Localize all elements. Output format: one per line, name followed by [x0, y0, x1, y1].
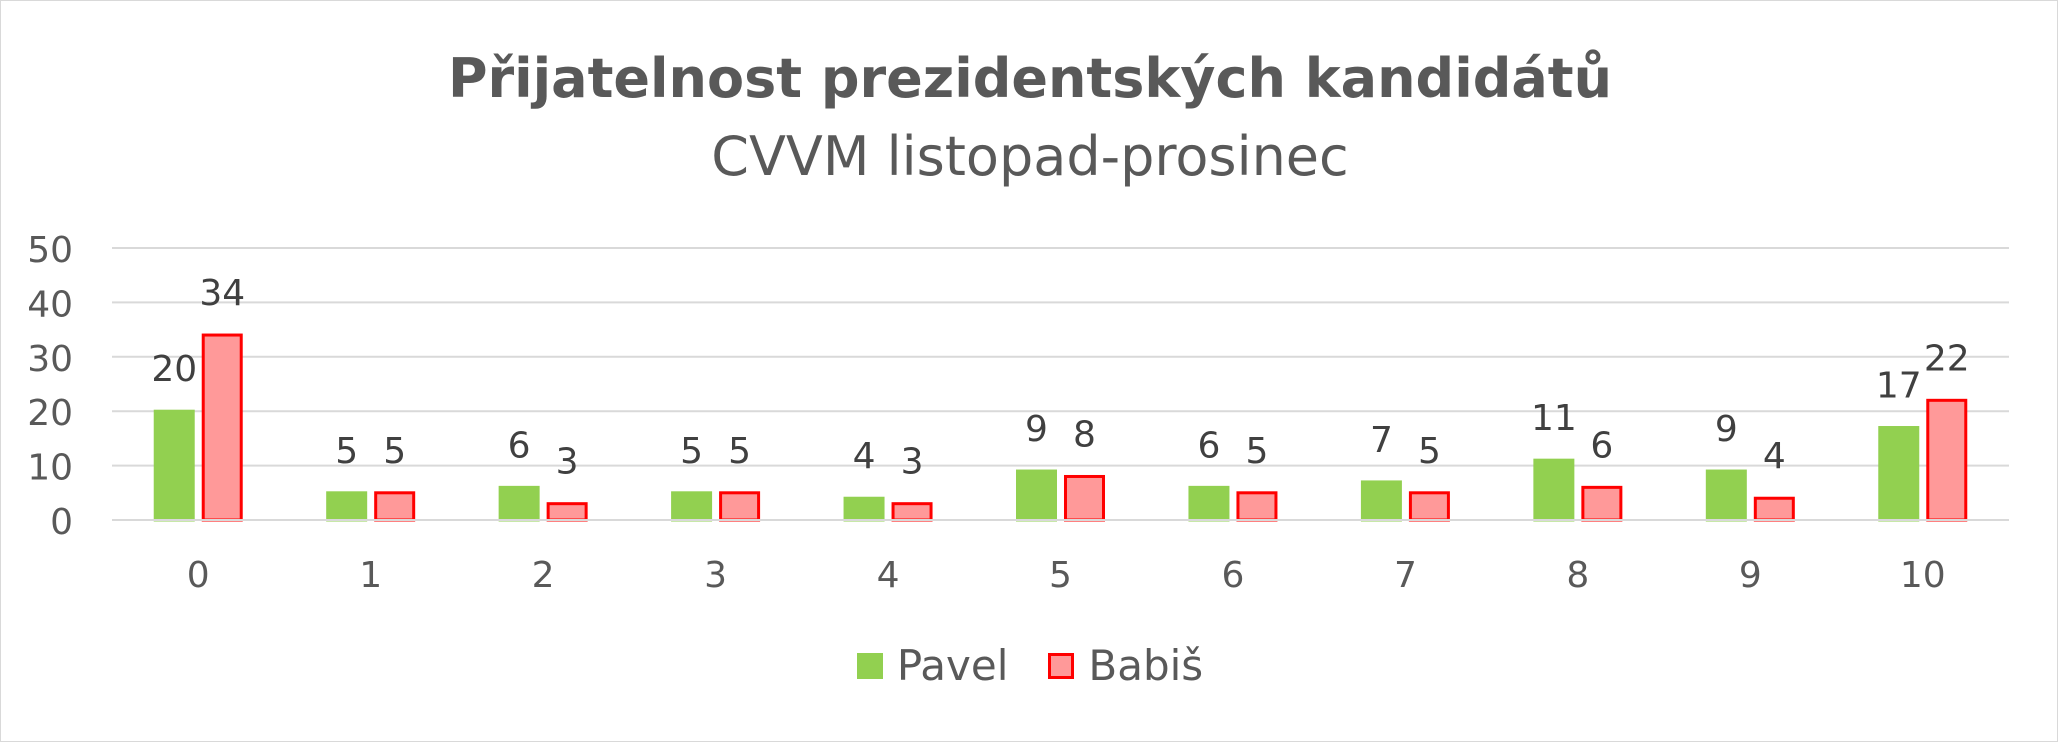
data-label: 9 — [1715, 409, 1738, 450]
y-tick-label: 20 — [27, 393, 73, 434]
y-tick-label: 0 — [50, 502, 73, 543]
data-label: 4 — [853, 436, 876, 477]
bar-pavel — [326, 491, 368, 522]
data-label: 5 — [383, 431, 406, 472]
data-label: 9 — [1025, 409, 1048, 450]
y-tick-label: 40 — [27, 284, 73, 325]
data-label: 5 — [1418, 431, 1441, 472]
legend-item-pavel: Pavel — [856, 641, 1009, 690]
chart-title: Přijatelnost prezidentských kandidátů — [447, 47, 1613, 110]
bar-pavel — [1188, 485, 1230, 522]
legend-label-babis: Babiš — [1088, 641, 1204, 690]
data-label: 8 — [1073, 414, 1096, 455]
bar-babi — [719, 491, 761, 522]
x-tick-label: 8 — [1566, 555, 1589, 596]
data-label: 20 — [151, 349, 197, 390]
data-label: 5 — [335, 431, 358, 472]
y-tick-label: 10 — [27, 448, 73, 489]
x-tick-label: 4 — [877, 555, 900, 596]
bar-pavel — [1016, 469, 1057, 522]
bar-babi — [891, 502, 933, 522]
data-label: 6 — [508, 425, 531, 466]
data-label: 11 — [1531, 398, 1577, 439]
x-tick-label: 3 — [704, 555, 727, 596]
x-tick-label: 7 — [1394, 555, 1417, 596]
x-tick-label: 2 — [532, 555, 555, 596]
bar-pavel — [671, 491, 713, 522]
bar-babi — [1581, 485, 1623, 522]
x-tick-label: 10 — [1900, 555, 1946, 596]
bar-pavel — [1360, 480, 1402, 522]
data-label: 17 — [1876, 366, 1922, 407]
x-tick-label: 5 — [1049, 555, 1072, 596]
data-label: 5 — [728, 431, 751, 472]
data-label: 3 — [556, 442, 579, 483]
bar-babi — [1753, 496, 1795, 522]
legend-item-babis: Babiš — [1048, 641, 1203, 690]
legend-swatch-pavel — [856, 652, 883, 679]
x-tick-label: 1 — [359, 555, 382, 596]
bar-babi — [1926, 398, 1968, 522]
y-tick-label: 50 — [27, 230, 73, 271]
bar-pavel — [843, 496, 885, 522]
bar-babi — [546, 502, 588, 522]
data-label: 5 — [680, 431, 703, 472]
bar-pavel — [153, 409, 195, 522]
bar-pavel — [1878, 426, 1920, 522]
x-tick-label: 6 — [1222, 555, 1245, 596]
data-label: 6 — [1198, 425, 1221, 466]
bar-babi — [374, 491, 416, 522]
x-tick-label: 9 — [1739, 555, 1762, 596]
bar-pavel — [1705, 469, 1747, 522]
data-label: 6 — [1590, 425, 1613, 466]
data-label: 5 — [1246, 431, 1269, 472]
data-label: 3 — [901, 442, 924, 483]
bar-babi — [1408, 491, 1450, 522]
legend-label-pavel: Pavel — [896, 641, 1009, 690]
x-tick-label: 0 — [187, 555, 210, 596]
data-label: 7 — [1370, 420, 1393, 461]
data-label: 34 — [199, 273, 245, 314]
bar-pavel — [1533, 458, 1575, 522]
bar-pavel — [498, 485, 540, 522]
bar-babi — [201, 333, 243, 522]
legend-swatch-babis — [1048, 652, 1075, 679]
bar-babi — [1236, 491, 1278, 522]
y-tick-label: 30 — [27, 339, 73, 380]
data-label: 4 — [1763, 436, 1786, 477]
chart-subtitle: CVVM listopad-prosinec — [711, 125, 1349, 188]
legend: Pavel Babiš — [1, 641, 2059, 690]
bar-babi — [1064, 474, 1105, 522]
data-label: 22 — [1924, 338, 1970, 379]
